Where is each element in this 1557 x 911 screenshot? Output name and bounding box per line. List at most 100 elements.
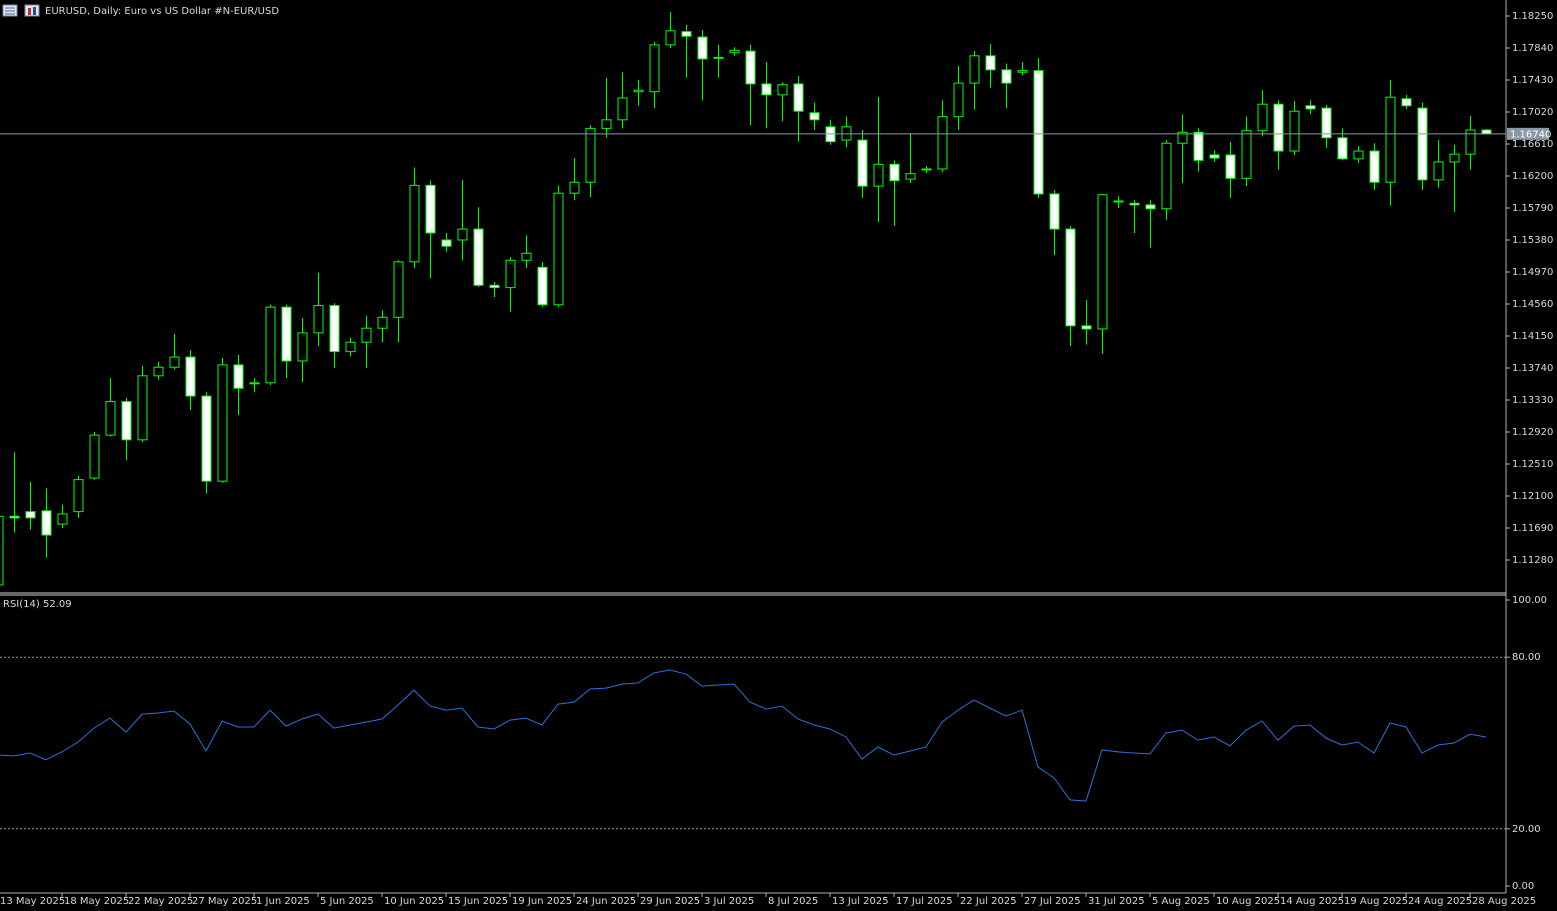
candle-body <box>121 401 132 441</box>
candle-body <box>1241 130 1252 179</box>
y-tick-label: 1.17020 <box>1512 107 1553 118</box>
candle-body <box>345 341 356 353</box>
y-tick-label: 1.15380 <box>1512 235 1553 246</box>
x-tick-label: 19 Aug 2025 <box>1344 896 1408 907</box>
x-tick-label: 24 Aug 2025 <box>1408 896 1472 907</box>
y-tick-label: 1.11280 <box>1512 555 1553 566</box>
candle-body <box>761 83 772 96</box>
candle-body <box>185 356 196 397</box>
candle-body <box>361 327 372 343</box>
candle-body <box>329 305 340 353</box>
candle-body <box>1097 194 1108 330</box>
candle-body <box>425 184 436 234</box>
candle-body <box>809 112 820 121</box>
y-tick-label: 1.15790 <box>1512 203 1553 214</box>
y-tick-label: 1.18250 <box>1512 11 1553 22</box>
candle-body <box>1321 107 1332 139</box>
x-tick-label: 1 Jun 2025 <box>256 896 310 907</box>
candle-body <box>1385 96 1396 183</box>
x-tick-label: 13 May 2025 <box>0 896 65 907</box>
candle-body <box>377 316 388 329</box>
candle-body <box>281 306 292 362</box>
candles <box>0 12 1492 586</box>
candle-body <box>1065 228 1076 327</box>
x-tick-label: 27 May 2025 <box>192 896 257 907</box>
candle-body <box>89 434 100 479</box>
candle-body <box>1337 137 1348 160</box>
period-icon <box>24 4 40 17</box>
icon-bar <box>28 8 31 15</box>
x-tick-label: 29 Jun 2025 <box>640 896 700 907</box>
candle-body <box>1177 131 1188 144</box>
candle-body <box>1465 129 1476 155</box>
y-tick-label: 1.14560 <box>1512 299 1553 310</box>
candle-body <box>1449 153 1460 163</box>
candle-body <box>73 479 84 513</box>
header-icons <box>2 4 40 17</box>
candle-body <box>617 97 628 121</box>
x-tick-label: 28 Aug 2025 <box>1472 896 1536 907</box>
candle-body <box>249 382 260 385</box>
candle-body <box>1033 70 1044 195</box>
indicator-title: RSI(14) 52.09 <box>3 599 72 610</box>
y-tick-label: 80.00 <box>1512 652 1541 663</box>
y-tick-label: 1.13330 <box>1512 395 1553 406</box>
candle-body <box>457 228 468 241</box>
candle-body <box>1129 202 1140 206</box>
y-tick-label: 1.12100 <box>1512 491 1553 502</box>
candle-body <box>313 305 324 334</box>
x-tick-label: 10 Aug 2025 <box>1216 896 1280 907</box>
candle-body <box>1145 204 1156 210</box>
candle-body <box>489 284 500 289</box>
candle-body <box>857 139 868 187</box>
x-tick-label: 18 May 2025 <box>64 896 129 907</box>
y-tick-label: 1.12510 <box>1512 459 1553 470</box>
x-tick-label: 22 May 2025 <box>128 896 193 907</box>
candle-body <box>25 511 36 519</box>
candle-body <box>969 55 980 84</box>
x-tick-label: 22 Jul 2025 <box>960 896 1017 907</box>
candle-body <box>1481 129 1492 135</box>
candle-body <box>1193 131 1204 161</box>
candle-body <box>233 364 244 389</box>
y-tick-label: 0.00 <box>1512 881 1534 892</box>
candle-body <box>1289 110 1300 152</box>
x-tick-label: 5 Jun 2025 <box>320 896 374 907</box>
candle-body <box>1257 103 1268 132</box>
candle-body <box>793 83 804 112</box>
candle-body <box>1113 200 1124 203</box>
x-tick-label: 5 Aug 2025 <box>1152 896 1210 907</box>
candle-body <box>905 173 916 180</box>
candle-body <box>1417 107 1428 181</box>
candle-body <box>505 259 516 289</box>
candle-body <box>473 228 484 286</box>
x-tick-label: 31 Jul 2025 <box>1088 896 1145 907</box>
y-tick-label: 1.13740 <box>1512 363 1553 374</box>
candle-body <box>729 49 740 54</box>
candle-body <box>665 30 676 46</box>
y-tick-label: 1.16200 <box>1512 171 1553 182</box>
x-tick-label: 24 Jun 2025 <box>576 896 636 907</box>
candle-body <box>105 401 116 436</box>
x-tick-label: 19 Jun 2025 <box>512 896 572 907</box>
candle-body <box>537 266 548 306</box>
chart-title: EURUSD, Daily: Euro vs US Dollar #N-EUR/… <box>45 6 279 17</box>
y-tick-label: 20.00 <box>1512 824 1541 835</box>
candle-body <box>1001 69 1012 84</box>
candle-body <box>393 261 404 318</box>
x-tick-label: 27 Jul 2025 <box>1024 896 1081 907</box>
y-tick-label: 1.17840 <box>1512 43 1553 54</box>
candle-body <box>601 119 612 129</box>
candle-body <box>9 515 20 519</box>
x-tick-label: 8 Jul 2025 <box>768 896 818 907</box>
candle-body <box>1049 193 1060 230</box>
candle-body <box>585 127 596 183</box>
candle-body <box>1401 98 1412 107</box>
candle-body <box>713 56 724 59</box>
rsi-line <box>0 669 1487 802</box>
candle-body <box>265 306 276 384</box>
candle-body <box>777 84 788 96</box>
candle-body <box>201 395 212 482</box>
